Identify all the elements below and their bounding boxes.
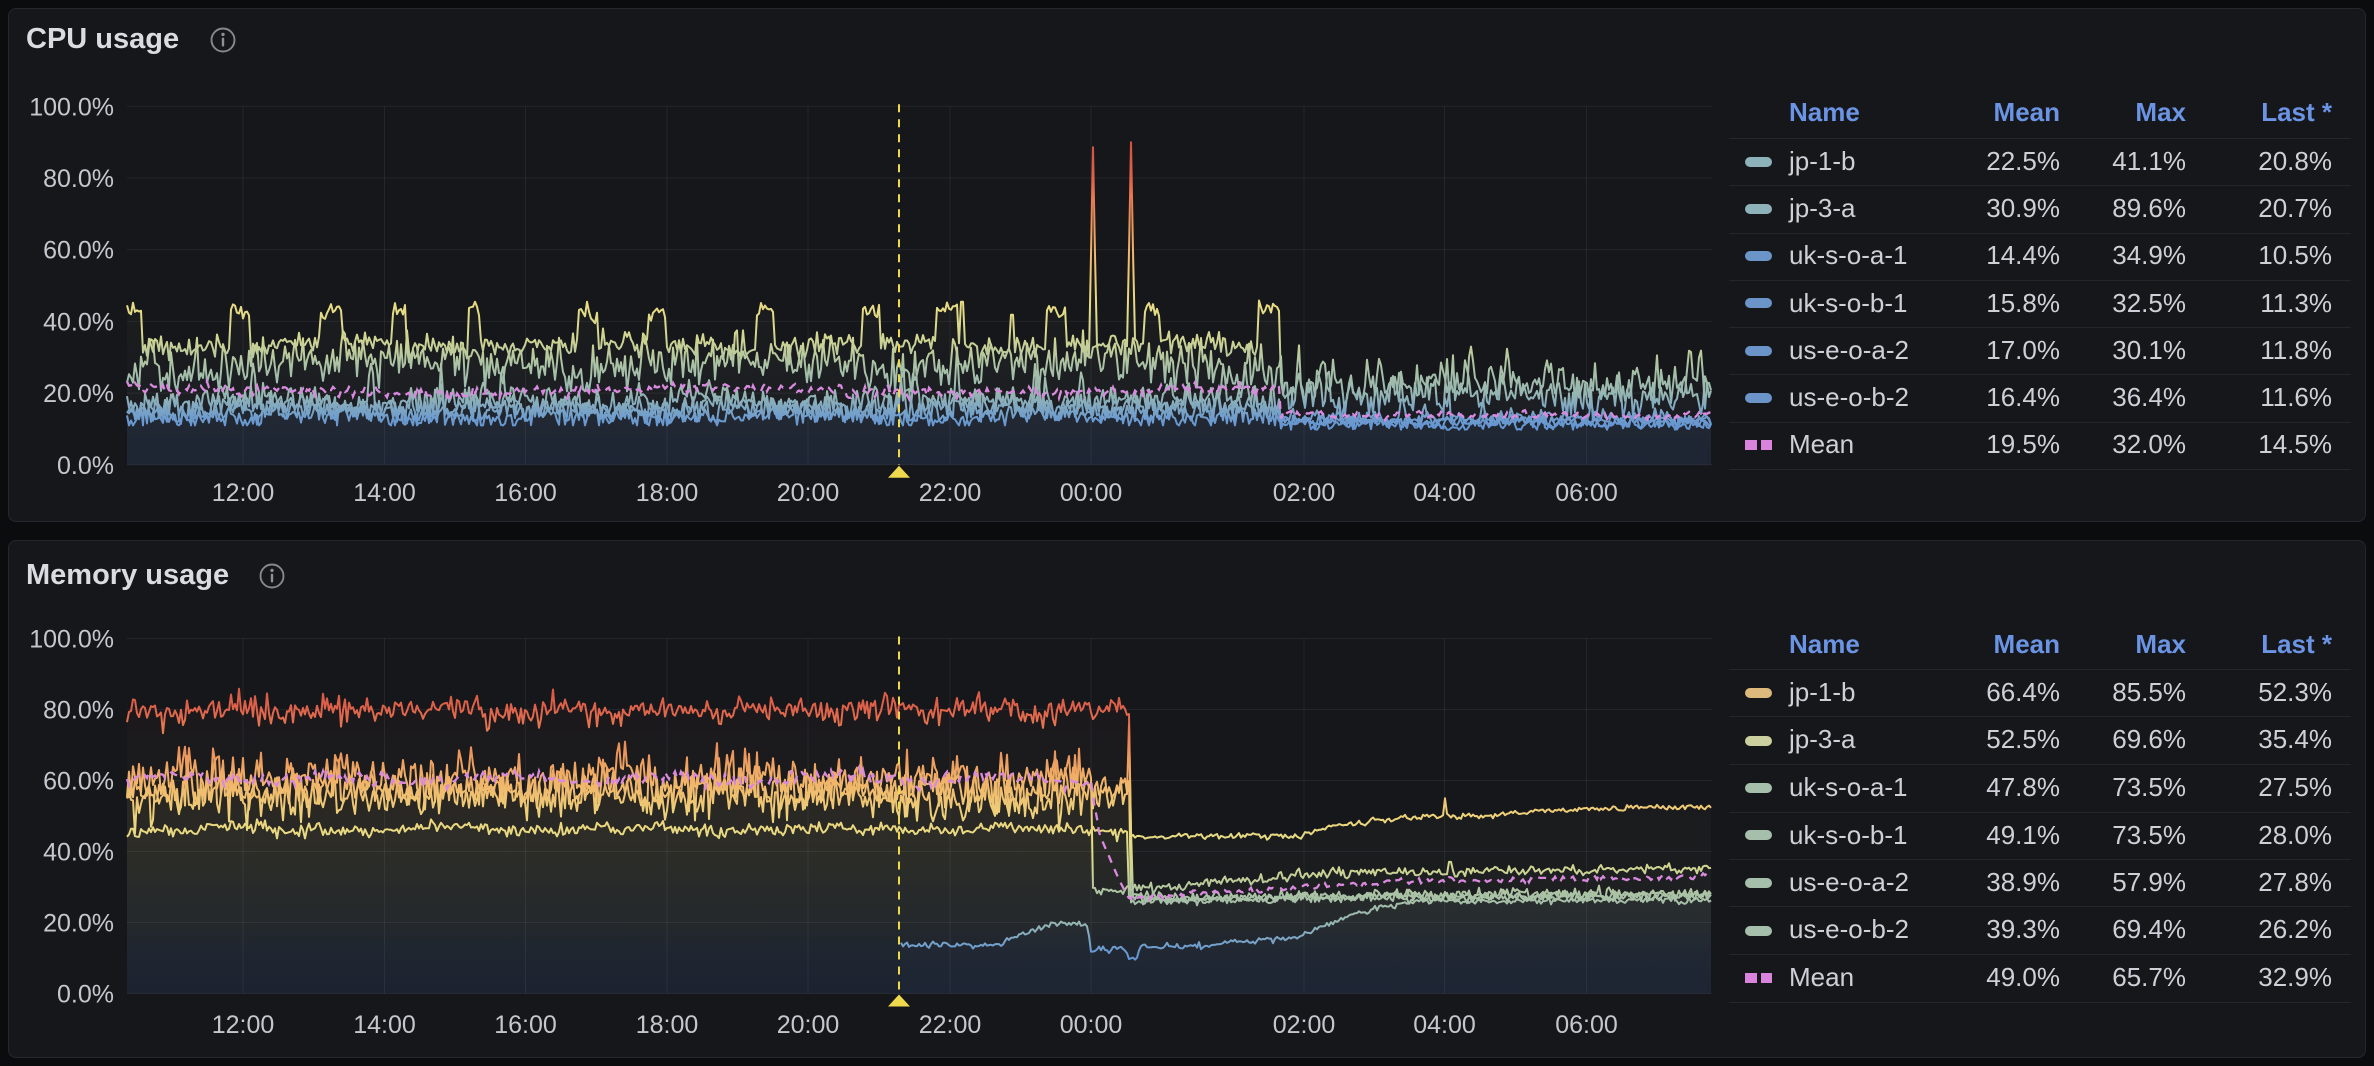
svg-text:02:00: 02:00 (1273, 479, 1336, 507)
svg-text:60.0%: 60.0% (43, 237, 114, 265)
svg-text:20.0%: 20.0% (43, 910, 114, 938)
svg-text:100.0%: 100.0% (29, 626, 114, 654)
svg-text:0.0%: 0.0% (57, 981, 114, 1009)
svg-text:00:00: 00:00 (1060, 1011, 1123, 1039)
svg-text:20:00: 20:00 (777, 479, 840, 507)
svg-text:14:00: 14:00 (353, 1011, 416, 1039)
svg-text:40.0%: 40.0% (43, 308, 114, 336)
svg-text:100.0%: 100.0% (29, 93, 114, 121)
svg-text:22:00: 22:00 (919, 1011, 982, 1039)
svg-text:12:00: 12:00 (212, 1011, 275, 1039)
svg-text:04:00: 04:00 (1413, 1011, 1476, 1039)
svg-text:18:00: 18:00 (636, 479, 699, 507)
svg-text:06:00: 06:00 (1555, 1011, 1618, 1039)
svg-text:06:00: 06:00 (1555, 479, 1618, 507)
svg-text:80.0%: 80.0% (43, 165, 114, 193)
svg-text:22:00: 22:00 (919, 479, 982, 507)
svg-text:80.0%: 80.0% (43, 697, 114, 725)
svg-text:40.0%: 40.0% (43, 839, 114, 867)
svg-text:20.0%: 20.0% (43, 380, 114, 408)
svg-text:20:00: 20:00 (777, 1011, 840, 1039)
svg-text:60.0%: 60.0% (43, 768, 114, 796)
svg-text:02:00: 02:00 (1273, 1011, 1336, 1039)
svg-text:16:00: 16:00 (494, 479, 557, 507)
svg-text:04:00: 04:00 (1413, 479, 1476, 507)
svg-text:0.0%: 0.0% (57, 452, 114, 480)
svg-text:14:00: 14:00 (353, 479, 416, 507)
svg-text:16:00: 16:00 (494, 1011, 557, 1039)
svg-text:12:00: 12:00 (212, 479, 275, 507)
svg-text:00:00: 00:00 (1060, 479, 1123, 507)
svg-text:18:00: 18:00 (636, 1011, 699, 1039)
